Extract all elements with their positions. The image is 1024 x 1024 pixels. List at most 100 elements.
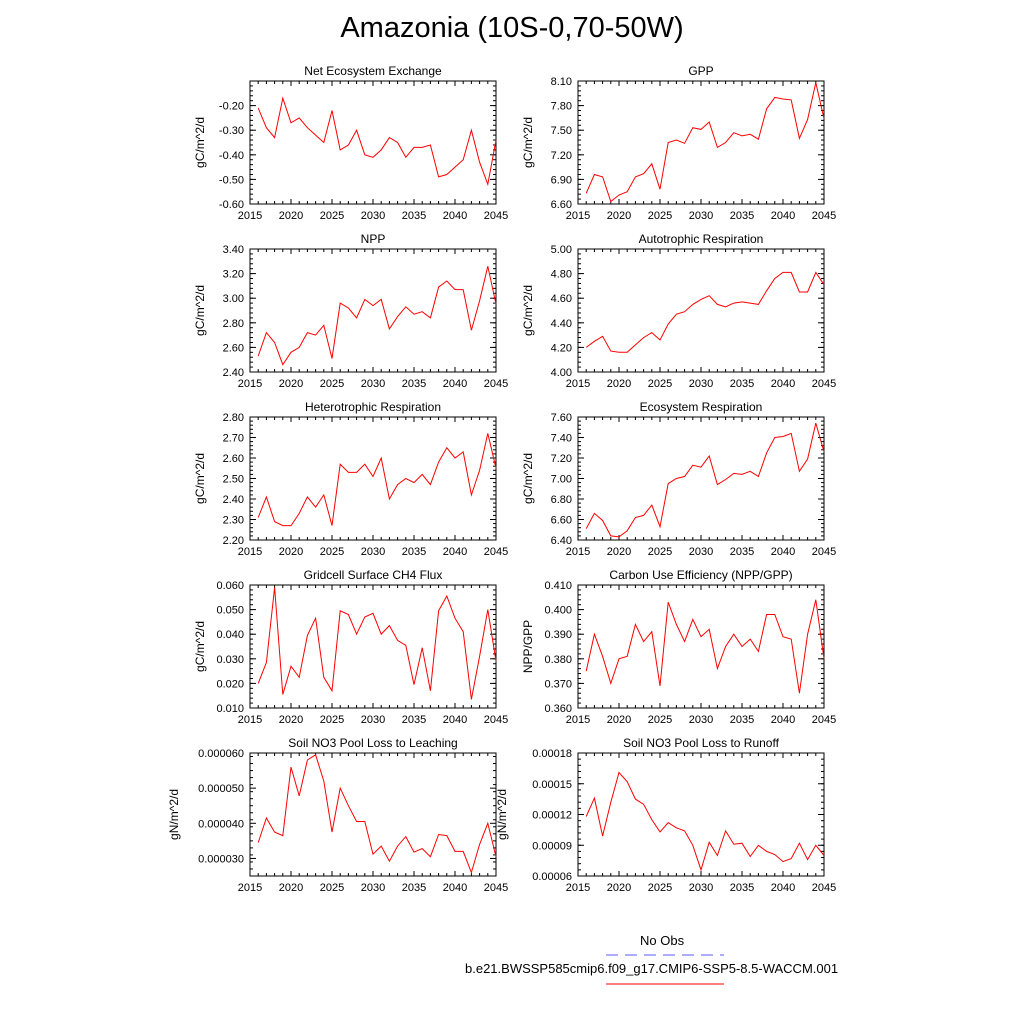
y-tick-label: 7.20 — [551, 453, 572, 465]
y-tick-label: 0.00018 — [532, 748, 572, 760]
y-tick-label: 2.40 — [223, 494, 244, 506]
y-tick-label: 6.40 — [551, 535, 572, 547]
chart-panel-7: Gridcell Surface CH4 Flux gC/m^2/d 2015 202… — [193, 568, 508, 726]
x-tick-label: 2030 — [689, 378, 713, 390]
x-tick-label: 2045 — [812, 714, 836, 726]
chart-title: NPP — [361, 232, 386, 246]
x-tick-label: 2020 — [279, 546, 303, 558]
series-line — [257, 433, 497, 527]
x-tick-label: 2025 — [320, 882, 344, 894]
plot-frame — [249, 416, 497, 541]
x-tick-label: 2020 — [607, 714, 631, 726]
y-tick-label: 0.400 — [544, 605, 572, 617]
y-tick-label: 2.20 — [223, 535, 244, 547]
plot-frame — [249, 248, 497, 373]
y-tick-label: -0.20 — [219, 101, 244, 113]
x-tick-label: 2030 — [689, 714, 713, 726]
x-tick-label: 2030 — [689, 882, 713, 894]
y-tick-label: 4.80 — [551, 269, 572, 281]
x-tick-label: 2045 — [484, 882, 508, 894]
series-line — [585, 422, 825, 538]
y-axis-label: gN/m^2/d — [167, 789, 181, 840]
x-tick-label: 2045 — [812, 882, 836, 894]
chart-title: Soil NO3 Pool Loss to Runoff — [623, 736, 780, 750]
series-line — [257, 754, 497, 875]
x-tick-label: 2040 — [443, 882, 467, 894]
y-axis-label: gC/m^2/d — [193, 453, 207, 504]
y-tick-label: 3.00 — [223, 293, 244, 305]
chart-panel-10: Soil NO3 Pool Loss to Runoff gN/m^2/d 2015… — [495, 736, 836, 894]
y-tick-label: 2.80 — [223, 318, 244, 330]
x-tick-label: 2040 — [771, 714, 795, 726]
x-tick-label: 2045 — [812, 378, 836, 390]
chart-panel-4: Autotrophic Respiration gC/m^2/d 2015 2020 2… — [521, 232, 836, 390]
x-tick-label: 2025 — [320, 546, 344, 558]
x-tick-label: 2015 — [566, 378, 590, 390]
y-tick-label: 0.030 — [216, 654, 244, 666]
y-tick-label: 0.020 — [216, 678, 244, 690]
x-tick-label: 2035 — [730, 546, 754, 558]
x-tick-label: 2040 — [443, 546, 467, 558]
x-tick-label: 2020 — [279, 882, 303, 894]
y-tick-label: 7.50 — [551, 125, 572, 137]
x-tick-label: 2035 — [730, 882, 754, 894]
chart-panel-9: Soil NO3 Pool Loss to Leaching gN/m^2/d 20… — [167, 736, 508, 894]
y-tick-label: 7.00 — [551, 474, 572, 486]
y-tick-label: -0.30 — [219, 125, 244, 137]
chart-panel-2: GPP gC/m^2/d 2015 2020 2025 2030 2035 2040 2045 6… — [521, 64, 836, 222]
chart-title: Ecosystem Respiration — [640, 400, 763, 414]
chart-title: Heterotrophic Respiration — [305, 400, 441, 414]
y-tick-label: 2.40 — [223, 367, 244, 379]
series-line — [585, 82, 825, 203]
y-tick-label: 2.70 — [223, 433, 244, 445]
y-tick-label: 0.370 — [544, 678, 572, 690]
y-tick-label: 0.390 — [544, 629, 572, 641]
x-tick-label: 2025 — [320, 714, 344, 726]
y-tick-label: 4.40 — [551, 318, 572, 330]
x-tick-label: 2015 — [566, 714, 590, 726]
x-tick-label: 2020 — [607, 882, 631, 894]
x-tick-label: 2045 — [484, 378, 508, 390]
y-tick-label: 2.80 — [223, 412, 244, 424]
y-tick-label: 2.60 — [223, 453, 244, 465]
y-tick-label: 6.80 — [551, 494, 572, 506]
x-tick-label: 2035 — [730, 378, 754, 390]
x-tick-label: 2035 — [402, 546, 426, 558]
y-axis-label: gC/m^2/d — [193, 621, 207, 672]
x-tick-label: 2020 — [607, 378, 631, 390]
y-tick-label: 0.040 — [216, 629, 244, 641]
y-tick-label: 0.050 — [216, 605, 244, 617]
x-tick-label: 2025 — [320, 378, 344, 390]
x-tick-label: 2035 — [402, 714, 426, 726]
x-tick-label: 2030 — [361, 378, 385, 390]
x-tick-label: 2035 — [730, 714, 754, 726]
y-tick-label: 2.50 — [223, 474, 244, 486]
chart-title: Soil NO3 Pool Loss to Leaching — [288, 736, 457, 750]
x-tick-label: 2045 — [812, 210, 836, 222]
y-tick-label: 0.00015 — [532, 779, 572, 791]
y-axis-label: gC/m^2/d — [521, 117, 535, 168]
x-tick-label: 2040 — [771, 210, 795, 222]
y-tick-label: 2.30 — [223, 515, 244, 527]
x-tick-label: 2035 — [402, 210, 426, 222]
x-tick-label: 2030 — [361, 210, 385, 222]
y-axis-label: gC/m^2/d — [521, 453, 535, 504]
chart-title: Autotrophic Respiration — [639, 232, 764, 246]
x-tick-label: 2045 — [484, 210, 508, 222]
series-line — [585, 771, 825, 872]
y-tick-label: 6.60 — [551, 515, 572, 527]
y-tick-label: -0.50 — [219, 174, 244, 186]
y-tick-label: 7.80 — [551, 101, 572, 113]
x-tick-label: 2015 — [238, 882, 262, 894]
page-title: Amazonia (10S-0,70-50W) — [340, 12, 684, 44]
plot-frame — [249, 80, 497, 205]
x-tick-label: 2030 — [689, 546, 713, 558]
series-line — [257, 266, 497, 366]
y-tick-label: 2.60 — [223, 342, 244, 354]
y-tick-label: 0.000050 — [198, 783, 244, 795]
y-tick-label: 3.40 — [223, 244, 244, 256]
y-axis-label: gN/m^2/d — [495, 789, 509, 840]
chart-panel-8: Carbon Use Efficiency (NPP/GPP) NPP/GPP 20… — [521, 568, 836, 726]
x-tick-label: 2035 — [730, 210, 754, 222]
